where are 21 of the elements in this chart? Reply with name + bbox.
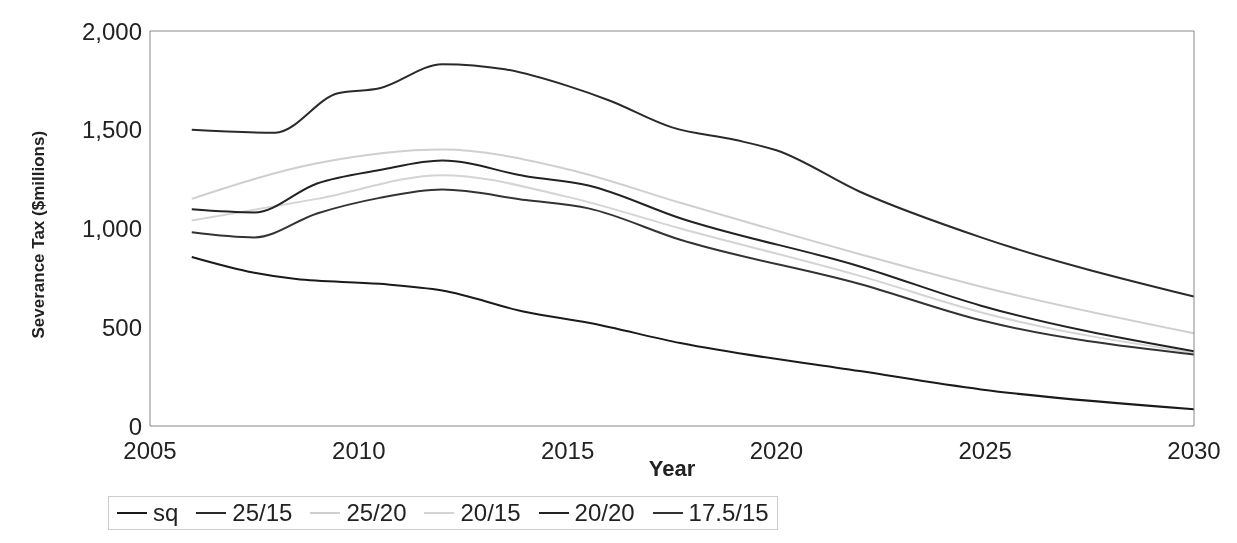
legend-label: 20/20	[574, 499, 635, 527]
y-tick-label: 0	[128, 412, 142, 440]
y-tick-label: 1,000	[81, 215, 142, 243]
x-axis-title: Year	[648, 456, 696, 481]
legend-label: sq	[153, 499, 179, 527]
x-tick-label: 2020	[749, 437, 804, 465]
legend-label: 25/20	[346, 499, 407, 527]
x-tick-label: 2005	[123, 437, 177, 465]
y-tick-label: 500	[101, 313, 142, 341]
y-axis-title: Severance Tax ($millions)	[29, 130, 49, 339]
legend-label: 20/15	[460, 499, 521, 527]
x-tick-label: 2010	[332, 437, 386, 465]
line-series	[190, 63, 1194, 298]
y-tick-label: 1,500	[81, 116, 142, 144]
line-series	[190, 255, 1194, 411]
x-tick-label: 2030	[1167, 437, 1221, 465]
x-tick-label: 2015	[540, 437, 595, 465]
x-tick-label: 2025	[958, 437, 1012, 465]
legend-label: 25/15	[232, 499, 293, 527]
legend-label: 17.5/15	[688, 499, 769, 527]
y-tick-label: 2,000	[81, 17, 142, 45]
